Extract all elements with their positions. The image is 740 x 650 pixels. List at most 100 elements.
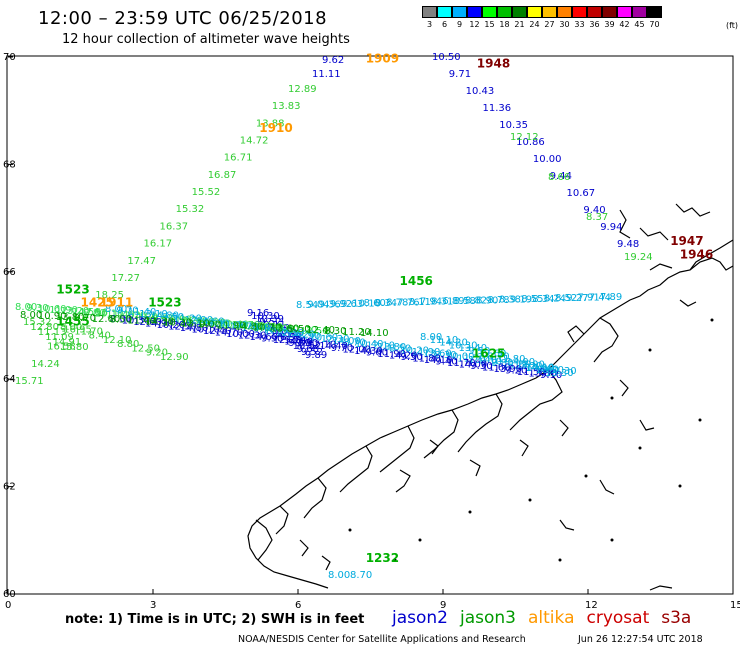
track-label: 12.00 <box>342 344 371 355</box>
track-label: 14.20 <box>439 338 468 349</box>
pass-time-label: 1455 <box>56 315 89 329</box>
lon-tick-label: 3 <box>150 600 156 611</box>
track-label: 14.20 <box>287 329 316 340</box>
jason3-track-label: 8.66 <box>548 172 570 183</box>
track-label: 11.40 <box>127 316 156 327</box>
coastline-segment <box>469 459 481 477</box>
jason3-track-label: 15.32 <box>23 317 52 328</box>
legend-item: 30 <box>557 6 572 29</box>
jason2-track-label: 10.43 <box>466 86 495 97</box>
track-label: 8.40 <box>89 331 111 342</box>
track-label: 13.30 <box>545 368 574 379</box>
track-label: 14.40 <box>319 341 348 352</box>
jason3-track-label: 14.91 <box>53 337 82 348</box>
track-label: 14.90 <box>145 319 174 330</box>
track-label: 14.30 <box>145 317 174 328</box>
legend-item: 18 <box>497 6 512 29</box>
jason3-track-label: 15.80 <box>60 342 89 353</box>
track-label: 14.10 <box>526 363 555 374</box>
sentinel3a-track-label: 7.91 <box>578 293 600 304</box>
pass-time-label: 1625 <box>472 347 505 361</box>
legend-label: 24 <box>529 20 540 29</box>
coastline-segment <box>429 439 439 455</box>
track-label: 8.70 <box>487 351 509 362</box>
sentinel3a-track-label: 9.27 <box>566 293 588 304</box>
track-label: 13.10 <box>139 309 168 320</box>
track-label: 8.60 <box>266 323 288 334</box>
legend-swatch <box>632 6 647 18</box>
sentinel3a-track-label: 8.24 <box>544 294 566 305</box>
credit-line: NOAA/NESDIS Center for Satellite Applica… <box>238 634 526 645</box>
track-label: 11.90 <box>377 349 406 360</box>
legend-swatch <box>602 6 617 18</box>
track-label: 10.00 <box>226 329 255 340</box>
coastline-segment <box>509 369 563 431</box>
pass-time-label: 1232 <box>366 551 399 565</box>
lake-dot <box>528 498 532 502</box>
footnote: note: 1) Time is in UTC; 2) SWH is in fe… <box>65 612 365 627</box>
track-label: 8.30 <box>434 350 456 361</box>
sentinel3a-track-label: 9.63 <box>341 299 363 310</box>
legend-item: 3 <box>422 6 437 29</box>
jason2-track-label: 10.39 <box>255 314 284 325</box>
track-label: 13.60 <box>271 323 300 334</box>
track-label: 10.00 <box>446 352 475 363</box>
track-label: 9.70 <box>331 343 353 354</box>
jason2-track-label: 10.50 <box>432 52 461 63</box>
sentinel3a-track-label: 7.76 <box>397 297 419 308</box>
sentinel3a-track-label: 9.04 <box>307 300 329 311</box>
legend-unit: (ft) <box>726 21 739 30</box>
track-label: 12.20 <box>273 335 302 346</box>
track-label: 12.40 <box>306 325 335 336</box>
jason3-track-label: 15.32 <box>176 204 205 215</box>
legend-swatch <box>557 6 572 18</box>
jason2-track-label: 11.36 <box>483 103 512 114</box>
pass-time-label: 1946 <box>680 247 713 261</box>
jason2-track-label: 10.35 <box>499 120 528 131</box>
track-label: 11.90 <box>217 320 246 331</box>
track-label: 14.60 <box>196 317 225 328</box>
sentinel3a-track-label: 7.89 <box>600 292 622 303</box>
track-label: 10.30 <box>449 340 478 351</box>
track-label: 8.00 <box>420 332 442 343</box>
jason3-track-label: 15.52 <box>192 187 221 198</box>
jason3-track-label: 17.56 <box>79 307 108 318</box>
jason2-track-label: 9.89 <box>288 338 310 349</box>
track-label: 9.80 <box>296 338 318 349</box>
coastline-segment <box>339 445 373 493</box>
legend-label: 27 <box>544 20 555 29</box>
sentinel3a-track-label: 8.58 <box>454 296 476 307</box>
track-label: 14.90 <box>525 363 554 374</box>
track-label: 9.10 <box>253 325 275 336</box>
legend-item: 6 <box>437 6 452 29</box>
jason3-track-label: 16.95 <box>63 325 92 336</box>
sentinel3a-track-label: 8.60 <box>364 298 386 309</box>
track-label: 8.80 <box>83 308 105 319</box>
coastline-segment <box>679 299 697 307</box>
track-label: 12.30 <box>321 334 350 345</box>
jason2-track-label: 10.67 <box>567 188 596 199</box>
jason3-track-label: 12.89 <box>288 84 317 95</box>
lon-tick-label: 12 <box>585 600 598 611</box>
sentinel3a-track-label: 10.10 <box>352 299 381 310</box>
legend-label: 6 <box>441 20 448 29</box>
jason2-track-label: 9.16 <box>247 308 269 319</box>
jason3-track-label: 14.72 <box>240 136 269 147</box>
jason3-track-label: 13.83 <box>272 101 301 112</box>
track-label: 11.10 <box>430 335 459 346</box>
track-label: 8.00 <box>60 322 82 333</box>
map-frame <box>6 55 734 595</box>
track-label: 10.20 <box>163 318 192 329</box>
jason3-track-label: 14.24 <box>31 359 60 370</box>
track-label: 11.90 <box>49 305 78 316</box>
track-label: 10.10 <box>95 309 124 320</box>
track-label: 12.40 <box>203 326 232 337</box>
track-label: 12.30 <box>238 331 267 342</box>
track-label: 10.70 <box>253 322 282 333</box>
track-label: 14.50 <box>284 337 313 348</box>
lake-dot <box>584 474 588 478</box>
legend-swatch <box>467 6 482 18</box>
coastline-segment <box>299 539 309 557</box>
sentinel3a-track-label: 9.92 <box>330 299 352 310</box>
